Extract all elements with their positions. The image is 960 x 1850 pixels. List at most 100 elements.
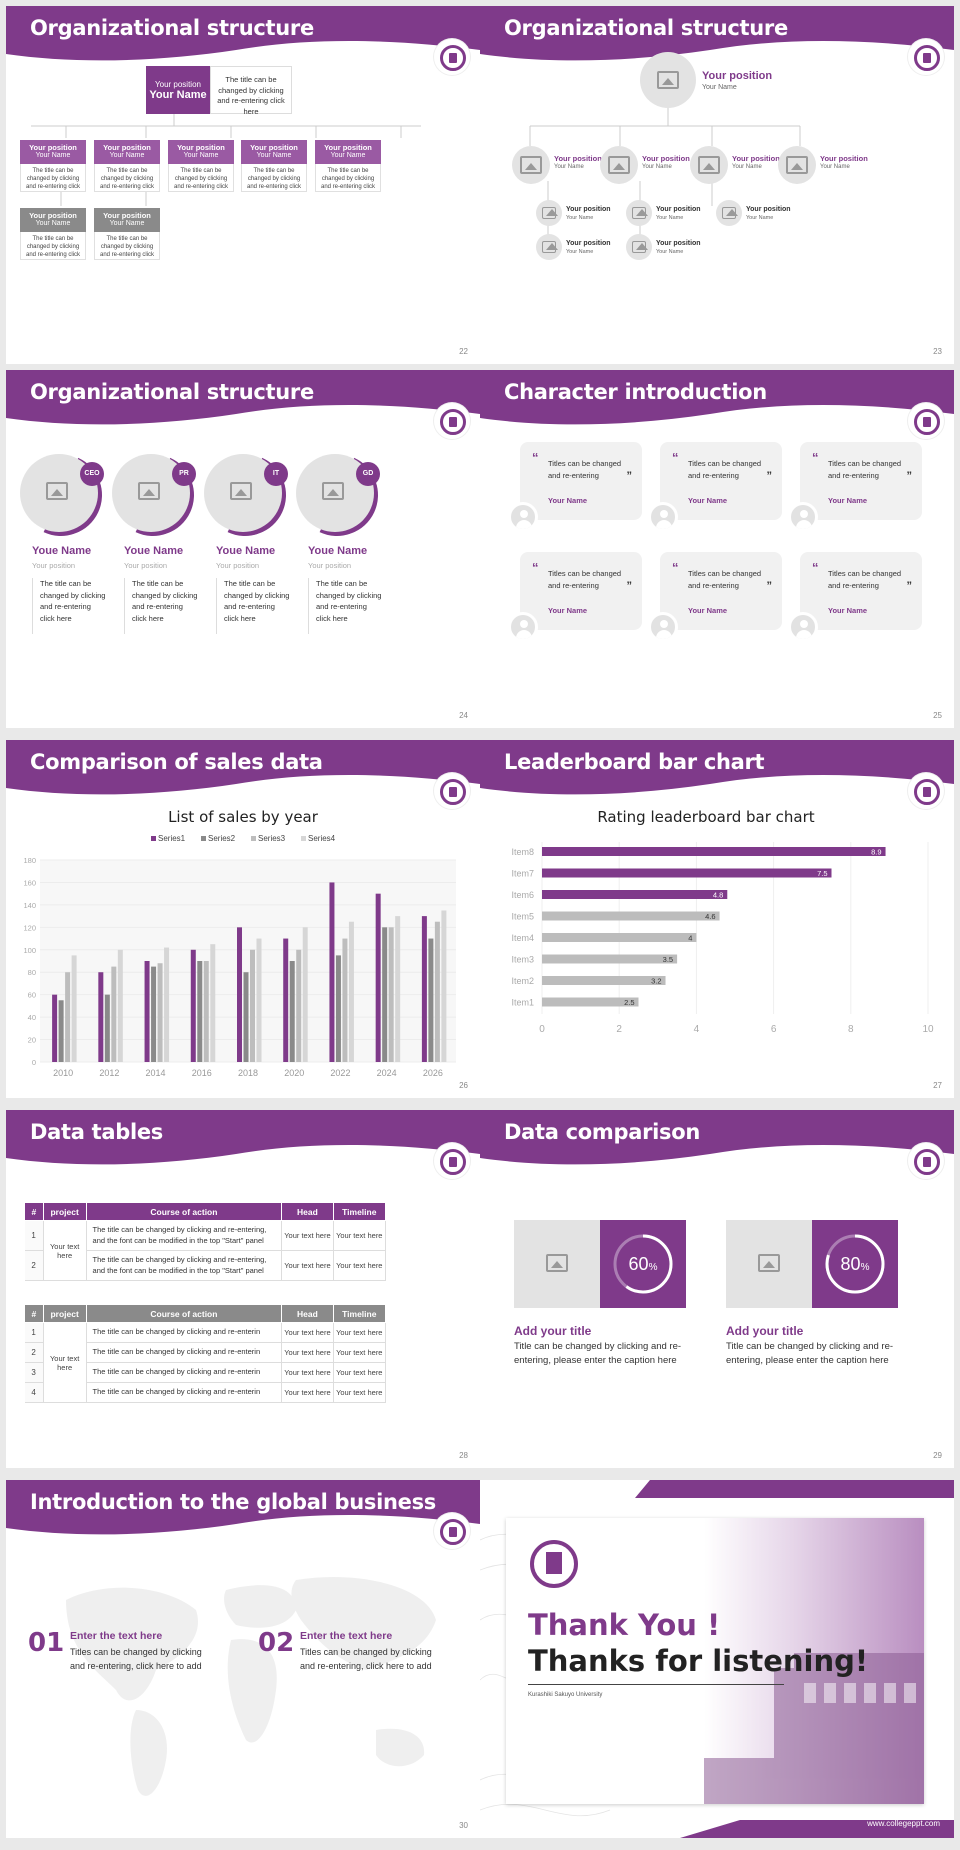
row-number: 1 (24, 1220, 44, 1251)
progress-ring (825, 1234, 885, 1294)
bar (250, 949, 255, 1062)
heading-divider (528, 1684, 784, 1685)
person-position: Your position (124, 561, 168, 570)
org-card-header: Your position Your Name (94, 208, 160, 232)
avatar-body (796, 630, 812, 639)
page-number: 23 (933, 347, 942, 356)
card-description: The title can be changed by clicking and… (94, 164, 160, 192)
x-tick-label: 2022 (330, 1068, 350, 1078)
photo-placeholder[interactable] (778, 146, 816, 184)
avatar-head (660, 510, 668, 518)
head-cell: Your text here (281, 1382, 334, 1403)
org-card[interactable]: Your position Your Name The title can be c… (20, 208, 86, 260)
bar (542, 976, 666, 985)
card-name: Your Name (109, 220, 145, 227)
item-description: Title can be changed by clicking and re-… (726, 1341, 894, 1366)
slide-thank-you: Thank You ! Thanks for listening! Kurash… (480, 1480, 954, 1838)
org-card[interactable]: Your position Your Name The title can be c… (168, 140, 234, 192)
table-header-row: # project Course of action Head Timeline (24, 1304, 387, 1323)
y-tick-label: 180 (23, 856, 36, 865)
photo-placeholder-small[interactable] (716, 200, 742, 226)
bar-value-label: 3.2 (651, 977, 661, 986)
course-cell: The title can be changed by clicking and… (85, 1322, 283, 1343)
org-card[interactable]: Your position Your Name The title can be c… (94, 140, 160, 192)
image-placeholder[interactable] (726, 1220, 812, 1308)
node-position: Your position (656, 206, 701, 213)
image-icon (322, 482, 344, 500)
photo-placeholder-small[interactable] (536, 200, 562, 226)
x-tick-label: 2016 (192, 1068, 212, 1078)
quote-card[interactable]: “ Titles can be changed and re-entering ” Y… (520, 552, 642, 630)
table-header-cell: # (24, 1304, 44, 1323)
course-cell: The title can be changed by clicking and… (85, 1220, 283, 1251)
table-row[interactable]: 1 Your text here The title can be changed … (24, 1322, 387, 1403)
photo-placeholder[interactable] (690, 146, 728, 184)
quote-text: Titles can be changed and re-entering (548, 569, 622, 590)
card-name: Your Name (109, 152, 145, 159)
quote-card[interactable]: “ Titles can be changed and re-entering ” Y… (520, 442, 642, 520)
percent-unit: % (648, 1262, 658, 1273)
close-quote-icon: ” (906, 470, 913, 482)
table-header-cell: Head (281, 1304, 334, 1323)
photo-placeholder-small[interactable] (626, 234, 652, 260)
top-position-box[interactable]: Your position Your Name (146, 66, 210, 114)
table-row[interactable]: 3 The title can be changed by clicking an… (24, 1362, 387, 1383)
x-tick-label: 6 (771, 1024, 777, 1035)
open-quote-icon: “ (532, 560, 539, 575)
university-seal-icon (434, 773, 470, 809)
y-tick-label: 20 (28, 1036, 36, 1045)
org-card[interactable]: Your position Your Name The title can be c… (20, 140, 86, 192)
website-url[interactable]: www.collegeppt.com (867, 1819, 940, 1828)
head-cell: Your text here (281, 1220, 334, 1251)
quote-card[interactable]: “ Titles can be changed and re-entering ” Y… (800, 552, 922, 630)
quote-card[interactable]: “ Titles can be changed and re-entering ” Y… (660, 442, 782, 520)
card-name: Your Name (35, 152, 71, 159)
table-header-cell: Head (281, 1202, 334, 1221)
table-row[interactable]: 1 Your text here The title can be changed … (24, 1220, 387, 1281)
quote-card[interactable]: “ Titles can be changed and re-entering ” Y… (800, 442, 922, 520)
slide-header (480, 6, 954, 66)
data-table-1: # project Course of action Head Timeline 1 You… (24, 1202, 387, 1281)
bar (382, 927, 388, 1062)
photo-placeholder-small[interactable] (536, 234, 562, 260)
table-row[interactable]: 4 The title can be changed by clicking an… (24, 1382, 387, 1403)
image-placeholder[interactable] (514, 1220, 600, 1308)
table-row[interactable]: 2 The title can be changed by clicking an… (24, 1250, 387, 1281)
head-cell: Your text here (281, 1362, 334, 1383)
quote-card[interactable]: “ Titles can be changed and re-entering ” Y… (660, 552, 782, 630)
bar (542, 868, 832, 878)
image-icon (698, 156, 720, 174)
org-card[interactable]: Your position Your Name The title can be c… (315, 140, 381, 192)
close-quote-icon: ” (766, 580, 773, 592)
item-title: Add your title (514, 1324, 592, 1338)
photo-placeholder-small[interactable] (626, 200, 652, 226)
quote-author: Your Name (688, 606, 728, 615)
org-card[interactable]: Your position Your Name The title can be c… (94, 208, 160, 260)
person-position: Your position (308, 561, 352, 570)
bar (388, 927, 394, 1062)
slide-header (6, 370, 480, 430)
person-name: Youe Name (32, 545, 92, 557)
bar (441, 910, 447, 1062)
photo-placeholder[interactable] (600, 146, 638, 184)
table-header-row: # project Course of action Head Timeline (24, 1202, 387, 1221)
image-icon (542, 207, 558, 219)
quote-text: Titles can be changed and re-entering (548, 459, 622, 480)
item-heading: Enter the text here (300, 1630, 393, 1642)
photo-placeholder[interactable] (512, 146, 550, 184)
table-row[interactable]: 2 The title can be changed by clicking an… (24, 1342, 387, 1363)
person-description: The title can be changed by clicking and… (316, 579, 382, 623)
avatar-body (656, 520, 672, 529)
org-card[interactable]: Your position Your Name The title can be c… (241, 140, 307, 192)
card-position: Your position (324, 143, 372, 152)
percent-panel: 80% (812, 1220, 898, 1308)
course-cell: The title can be changed by clicking and… (85, 1250, 283, 1281)
university-seal-icon (908, 1143, 944, 1179)
card-name: Your Name (35, 220, 71, 227)
node-name: Your Name (820, 164, 850, 170)
top-photo-placeholder[interactable] (640, 52, 696, 108)
image-icon (138, 482, 160, 500)
x-tick-label: 8 (848, 1024, 854, 1035)
progress-arc (825, 1234, 885, 1294)
bar-value-label: 7.5 (817, 869, 827, 878)
